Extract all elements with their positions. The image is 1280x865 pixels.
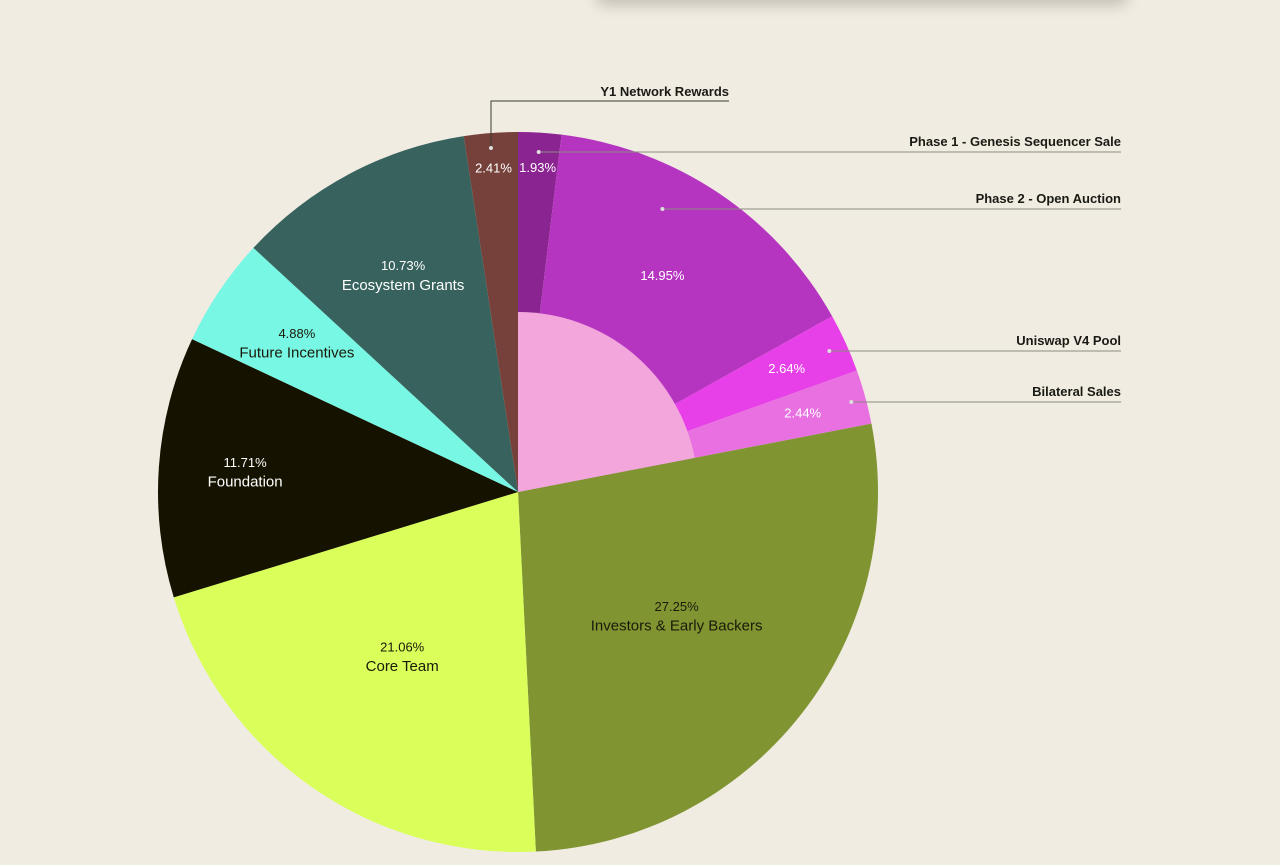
pct-label-future-incentives: 4.88%: [278, 326, 315, 341]
pct-label-phase-1-genesis-sequencer-sale: 1.93%: [519, 160, 556, 175]
pie-slice-future-incentives: [192, 247, 518, 492]
pct-label-phase-2-open-auction: 14.95%: [640, 268, 685, 283]
slice-name-investors-and-early-backers: Investors & Early Backers: [591, 617, 763, 634]
callout-label-y1-network-rewards: Y1 Network Rewards: [600, 84, 729, 99]
callout-label-uniswap-v4-pool: Uniswap V4 Pool: [1016, 333, 1121, 348]
pct-label-ecosystem-grants: 10.73%: [381, 258, 426, 273]
callout-dot-uniswap-v4-pool: [827, 349, 832, 353]
pie-slice-investors-and-early-backers: [518, 423, 878, 852]
slice-name-core-team: Core Team: [366, 658, 439, 675]
callout-dot-phase-2-open-auction: [660, 207, 665, 211]
callout-label-bilateral-sales: Bilateral Sales: [1032, 384, 1121, 399]
callout-dot-phase-1-genesis-sequencer-sale: [536, 150, 541, 154]
pie-slice-core-team: [173, 492, 536, 853]
callout-dot-bilateral-sales: [849, 400, 854, 404]
callout-line-y1-network-rewards: [490, 100, 729, 148]
callout-label-phase-1-genesis-sequencer-sale: Phase 1 - Genesis Sequencer Sale: [909, 134, 1121, 149]
pct-label-bilateral-sales: 2.44%: [784, 405, 821, 420]
callout-dot-y1-network-rewards: [489, 146, 493, 150]
pie-slice-foundation: [157, 339, 519, 598]
pct-label-y1-network-rewards: 2.41%: [475, 160, 512, 175]
pct-label-foundation: 11.71%: [224, 455, 268, 470]
pct-label-investors-and-early-backers: 27.25%: [655, 599, 700, 614]
inner-sale-group-sector: [518, 312, 695, 492]
slice-name-future-incentives: Future Incentives: [239, 344, 354, 361]
pct-label-core-team: 21.06%: [380, 639, 425, 654]
callout-label-phase-2-open-auction: Phase 2 - Open Auction: [976, 191, 1121, 206]
pie-slice-ecosystem-grants: [253, 136, 518, 492]
pct-label-uniswap-v4-pool: 2.64%: [768, 361, 805, 376]
slice-name-foundation: Foundation: [208, 474, 283, 491]
pie-slice-y1-network-rewards: [463, 132, 518, 492]
slice-name-ecosystem-grants: Ecosystem Grants: [342, 277, 465, 294]
